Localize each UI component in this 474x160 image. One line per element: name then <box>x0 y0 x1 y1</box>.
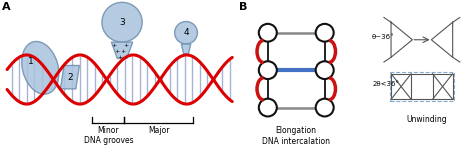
Text: +: + <box>120 49 126 54</box>
Text: Major: Major <box>148 126 170 135</box>
Ellipse shape <box>22 41 59 94</box>
Circle shape <box>259 61 277 79</box>
Text: Minor: Minor <box>98 126 119 135</box>
Polygon shape <box>182 44 191 54</box>
Text: +: + <box>111 43 117 48</box>
Text: 1: 1 <box>28 57 34 66</box>
Circle shape <box>316 61 334 79</box>
Text: +: + <box>117 55 122 60</box>
Text: Elongation: Elongation <box>276 126 317 135</box>
Circle shape <box>102 2 142 42</box>
Text: 4: 4 <box>183 28 189 37</box>
Text: 2: 2 <box>67 73 73 82</box>
Text: Unwinding: Unwinding <box>406 115 447 124</box>
Circle shape <box>316 24 334 42</box>
Polygon shape <box>61 65 80 89</box>
Text: DNA intercalation: DNA intercalation <box>262 137 330 146</box>
Text: 2θ<36°: 2θ<36° <box>372 81 399 87</box>
Text: 3: 3 <box>119 18 125 27</box>
Text: B: B <box>239 2 248 12</box>
Circle shape <box>259 24 277 42</box>
Text: A: A <box>2 2 11 12</box>
Text: +: + <box>115 49 120 54</box>
Text: θ~36°: θ~36° <box>372 34 395 40</box>
Text: +: + <box>123 43 128 48</box>
Circle shape <box>316 99 334 116</box>
Circle shape <box>174 21 197 44</box>
Polygon shape <box>111 42 133 58</box>
Text: DNA grooves: DNA grooves <box>83 136 133 145</box>
Circle shape <box>259 99 277 116</box>
